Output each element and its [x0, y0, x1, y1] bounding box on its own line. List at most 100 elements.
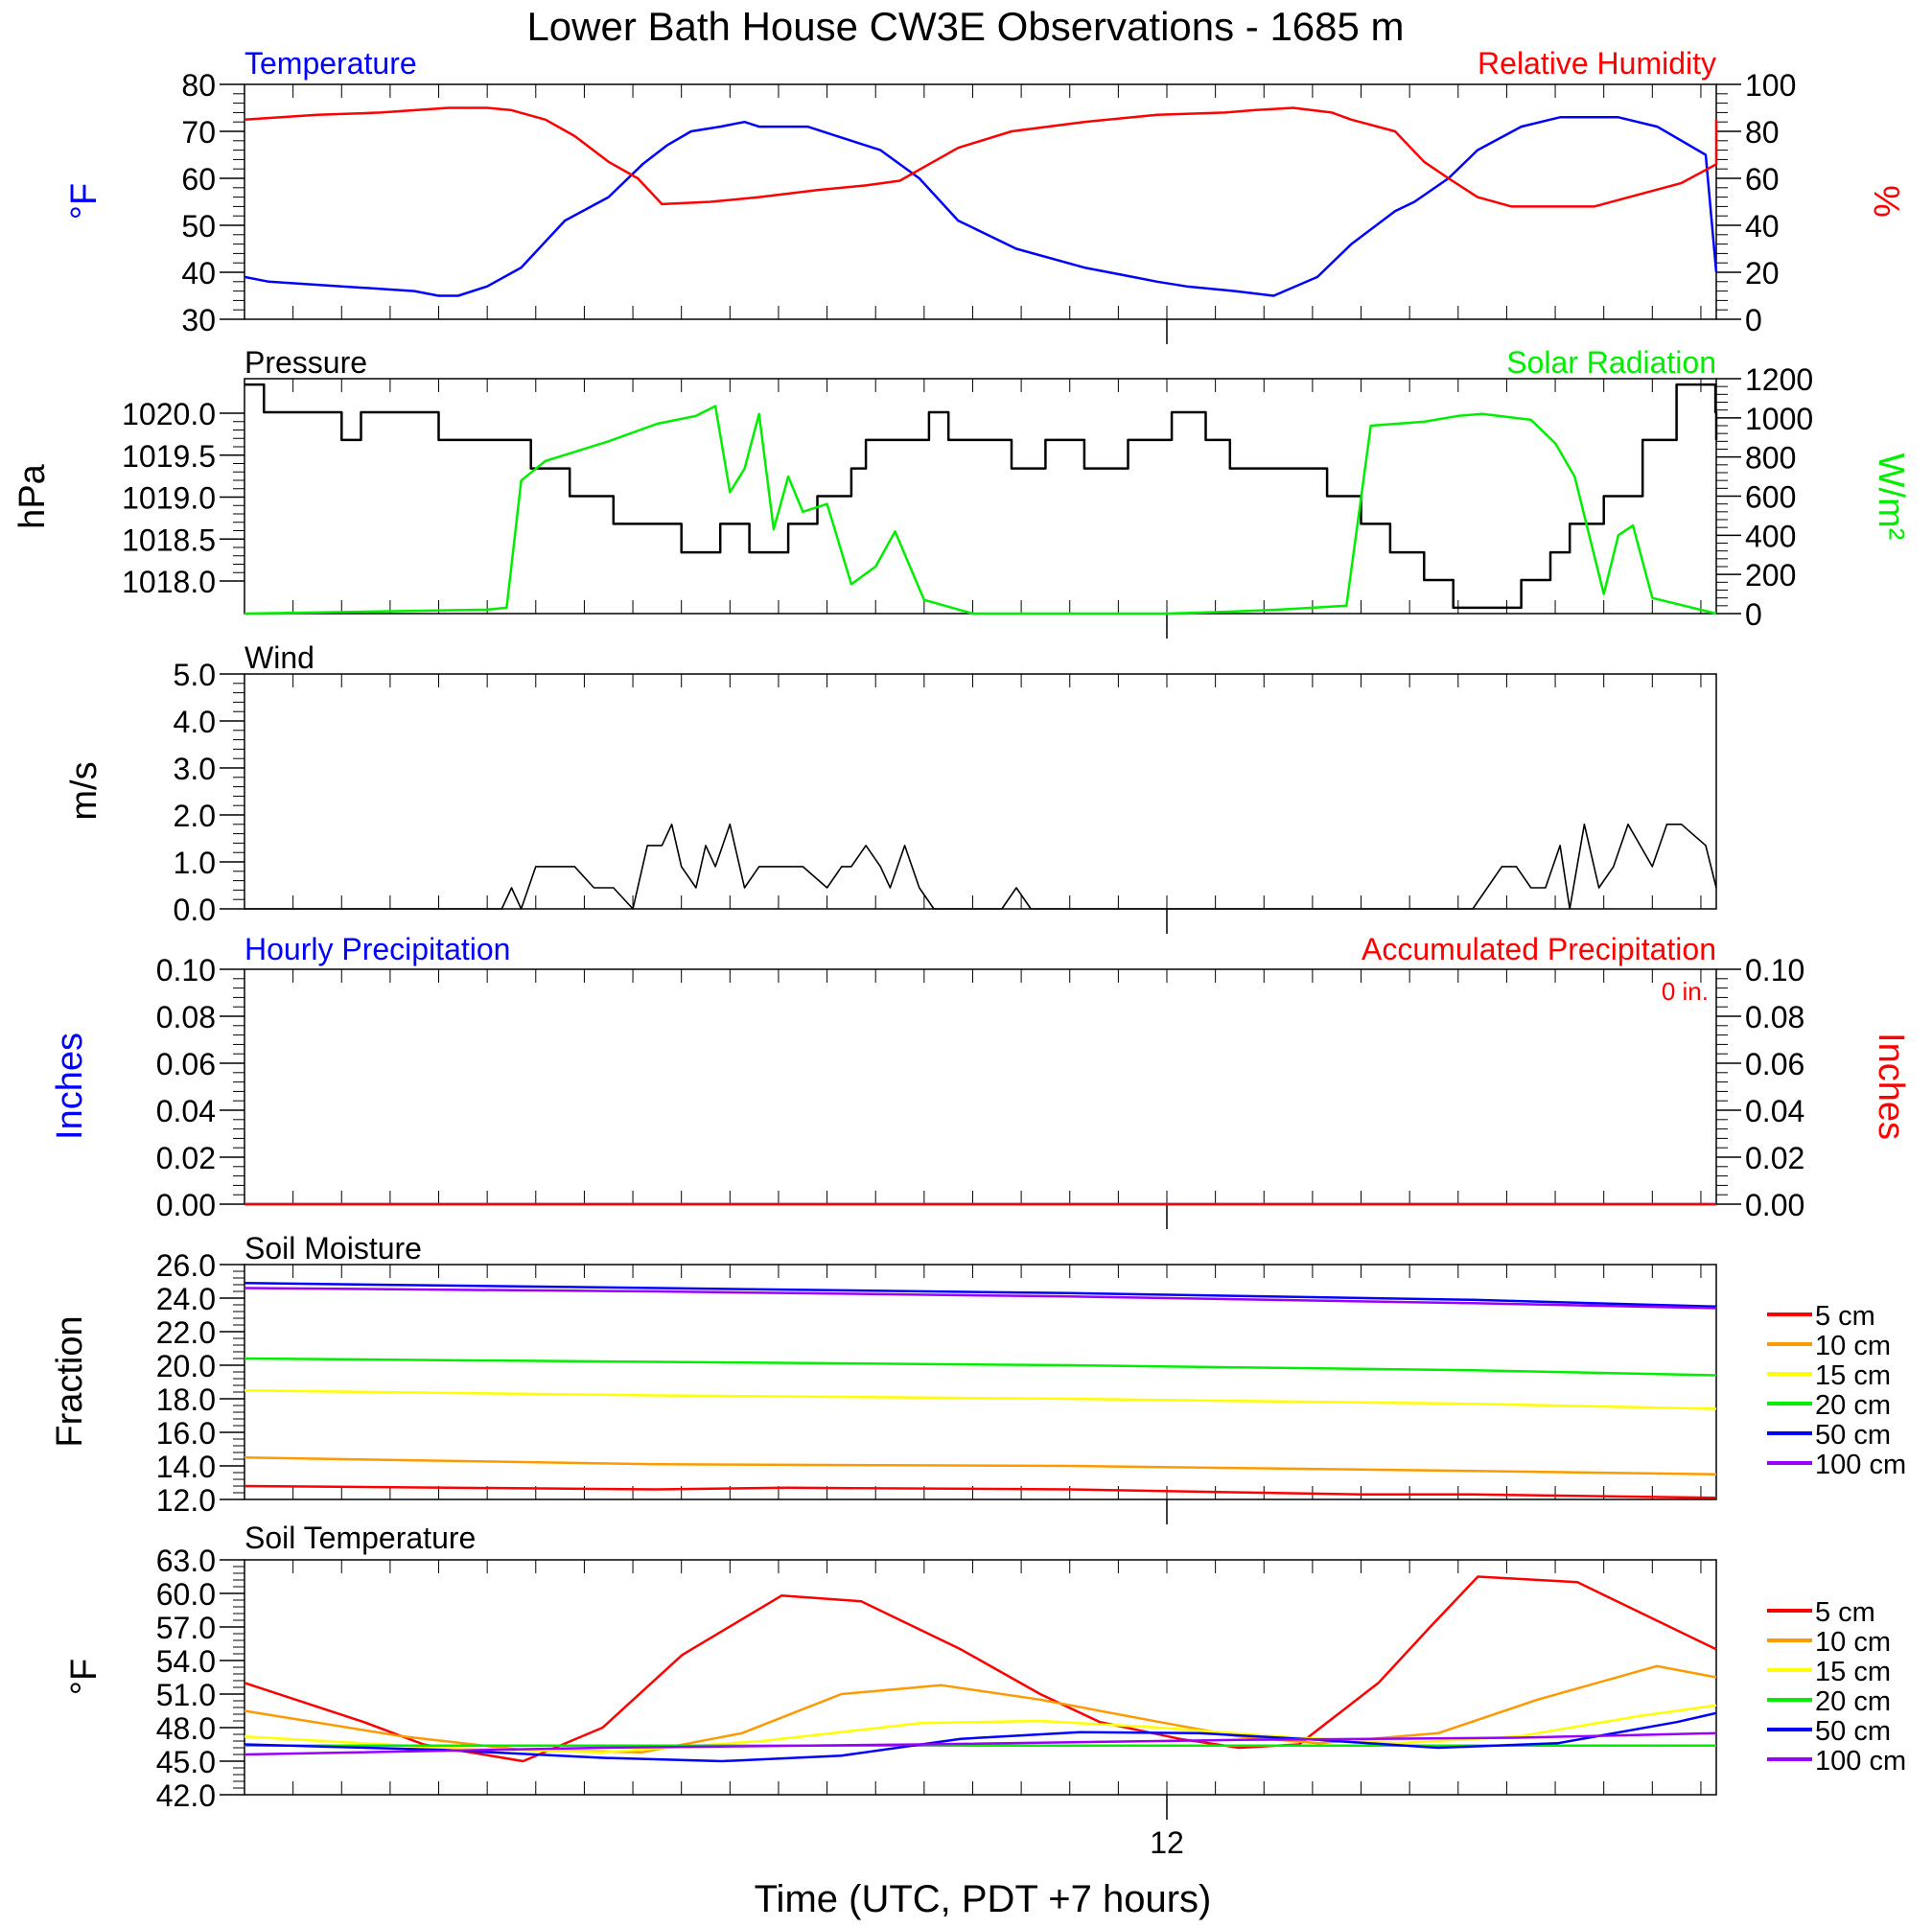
legend-label: 50 cm — [1815, 1420, 1891, 1451]
legend-label: 10 cm — [1815, 1627, 1891, 1658]
series-line-20-cm — [244, 1357, 1717, 1377]
legend-label: 100 cm — [1815, 1746, 1906, 1777]
precip-tick-label: 0.04 — [156, 1094, 216, 1128]
panel-temperature: Temperature Relative Humidity °F % 80 70 6… — [64, 46, 1906, 344]
temperature-title: Temperature — [244, 46, 417, 81]
x-axis-title: Time (UTC, PDT +7 hours) — [755, 1878, 1212, 1920]
precip-tick-label: 0.00 — [156, 1188, 216, 1222]
solar-tick-label: 0 — [1745, 597, 1762, 632]
soil-moisture-title: Soil Moisture — [244, 1231, 422, 1266]
legend-label: 100 cm — [1815, 1450, 1906, 1480]
soilm-tick-label: 22.0 — [156, 1315, 216, 1350]
series-line-10-cm — [244, 1456, 1717, 1476]
precip-tick-label: 0.08 — [156, 1000, 216, 1034]
temp-tick-label: 80 — [181, 68, 216, 103]
series-line-50-cm — [244, 1282, 1717, 1309]
series-line-5-cm — [244, 1484, 1717, 1499]
soilm-tick-label: 24.0 — [156, 1282, 216, 1316]
legend-label: 5 cm — [1815, 1597, 1875, 1628]
panel-wind: Wind m/s 5.0 4.0 3.0 2.0 1.0 0.0 — [64, 640, 1717, 934]
legend-label: 10 cm — [1815, 1331, 1891, 1361]
pressure-unit: hPa — [12, 463, 53, 528]
precip-tick-label: 0.10 — [156, 953, 216, 987]
solar-tick-label: 200 — [1745, 558, 1796, 592]
pressure-tick-label: 1018.0 — [122, 565, 216, 599]
wind-tick-label: 4.0 — [174, 705, 216, 739]
x-tick-label-12: 12 — [1150, 1825, 1184, 1860]
soilt-tick-label: 54.0 — [156, 1644, 216, 1679]
soil-temperature-title: Soil Temperature — [244, 1521, 476, 1555]
temp-right-tick-label: 60 — [1745, 162, 1780, 197]
soilm-tick-label: 20.0 — [156, 1349, 216, 1383]
panel-soil-moisture: Soil Moisture Fraction 26.024.022.020.01… — [50, 1231, 1906, 1524]
precip-tick-label: 0.06 — [156, 1047, 216, 1081]
series-line-15-cm — [244, 1704, 1717, 1754]
legend-label: 15 cm — [1815, 1657, 1891, 1687]
solar-unit: W/m² — [1871, 453, 1911, 541]
wind-tick-label: 1.0 — [174, 846, 216, 880]
temp-tick-label: 70 — [181, 115, 216, 150]
soilm-tick-label: 16.0 — [156, 1416, 216, 1451]
soilm-tick-label: 12.0 — [156, 1483, 216, 1518]
precip-right-tick-label: 0.02 — [1745, 1141, 1804, 1175]
wind-tick-label: 2.0 — [174, 799, 216, 833]
series-line-pressure — [244, 383, 1718, 610]
legend-label: 15 cm — [1815, 1360, 1891, 1391]
pressure-tick-label: 1019.5 — [122, 439, 216, 474]
soilt-tick-label: 51.0 — [156, 1678, 216, 1712]
panel-soil-temperature: Soil Temperature °F 63.060.057.054.051.0… — [64, 1521, 1906, 1820]
legend-label: 20 cm — [1815, 1686, 1891, 1717]
soilm-tick-label: 14.0 — [156, 1450, 216, 1484]
hourly-precip-title: Hourly Precipitation — [244, 932, 510, 966]
precip-tick-label: 0.02 — [156, 1141, 216, 1175]
soilt-tick-label: 60.0 — [156, 1577, 216, 1612]
series-line-50-cm — [244, 1711, 1717, 1763]
pressure-title: Pressure — [244, 345, 367, 380]
solar-tick-label: 1000 — [1745, 402, 1813, 436]
wind-tick-label: 0.0 — [174, 893, 216, 927]
precip-right-tick-label: 0.04 — [1745, 1094, 1804, 1128]
soilt-tick-label: 42.0 — [156, 1778, 216, 1813]
soilt-tick-label: 63.0 — [156, 1544, 216, 1578]
pressure-tick-label: 1020.0 — [122, 397, 216, 431]
humidity-title: Relative Humidity — [1478, 46, 1716, 81]
soilt-tick-label: 48.0 — [156, 1711, 216, 1746]
soilm-tick-label: 18.0 — [156, 1382, 216, 1417]
temp-right-tick-label: 40 — [1745, 209, 1780, 244]
temp-tick-label: 40 — [181, 256, 216, 290]
series-line-100-cm — [244, 1731, 1717, 1756]
solar-tick-label: 600 — [1745, 480, 1796, 515]
pressure-tick-label: 1019.0 — [122, 481, 216, 516]
solar-title: Solar Radiation — [1506, 345, 1716, 380]
pressure-tick-label: 1018.5 — [122, 523, 216, 557]
temp-right-tick-label: 0 — [1745, 303, 1762, 337]
wind-unit: m/s — [64, 761, 105, 820]
accum-precip-unit: Inches — [1871, 1033, 1911, 1140]
series-line-solar-radiation — [244, 405, 1717, 616]
precip-right-tick-label: 0.00 — [1745, 1188, 1804, 1222]
solar-tick-label: 800 — [1745, 441, 1796, 476]
temperature-unit: °F — [64, 183, 105, 220]
temp-right-tick-label: 100 — [1745, 68, 1796, 103]
figure-title: Lower Bath House CW3E Observations - 168… — [526, 4, 1404, 49]
soilt-tick-label: 57.0 — [156, 1611, 216, 1645]
solar-tick-label: 400 — [1745, 519, 1796, 553]
humidity-unit: % — [1866, 185, 1906, 218]
precip-right-tick-label: 0.06 — [1745, 1047, 1804, 1081]
panel-pressure: Pressure Solar Radiation hPa W/m² 1020.0… — [12, 345, 1911, 639]
precip-right-tick-label: 0.10 — [1745, 953, 1804, 987]
series-line-temperature — [244, 116, 1718, 297]
series-line-relative-humidity — [244, 106, 1718, 208]
accum-precip-annotation: 0 in. — [1662, 977, 1709, 1006]
wind-tick-label: 3.0 — [174, 752, 216, 786]
legend-label: 5 cm — [1815, 1301, 1875, 1332]
legend-label: 50 cm — [1815, 1716, 1891, 1747]
soilt-tick-label: 45.0 — [156, 1745, 216, 1779]
temp-right-tick-label: 20 — [1745, 256, 1780, 290]
wind-title: Wind — [244, 640, 314, 675]
solar-tick-label: 1200 — [1745, 362, 1813, 397]
temp-tick-label: 30 — [181, 303, 216, 337]
precip-right-tick-label: 0.08 — [1745, 1000, 1804, 1034]
